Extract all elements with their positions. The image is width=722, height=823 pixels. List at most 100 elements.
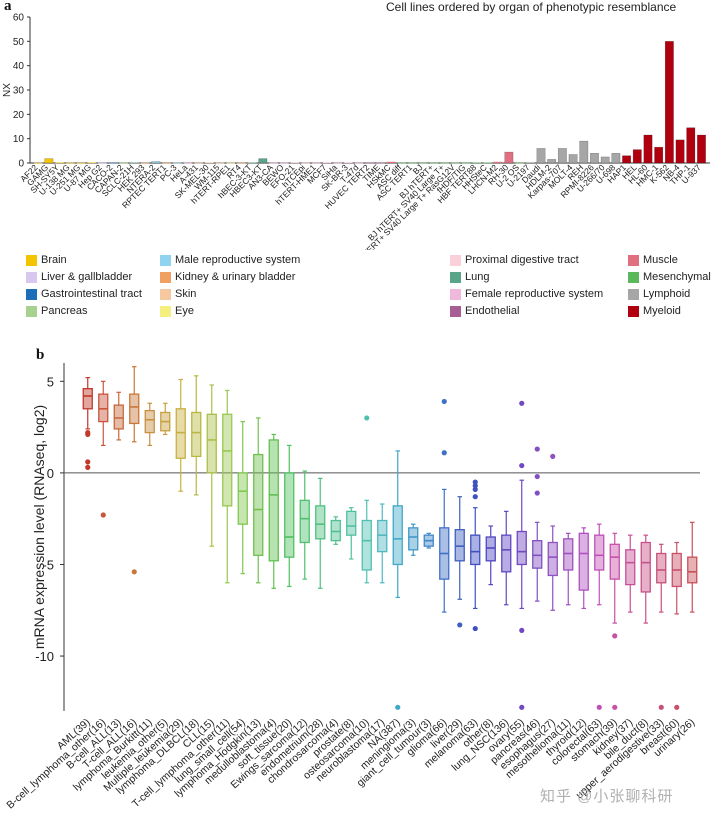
box-group [175,378,186,492]
bar [183,162,193,164]
legend-label: Liver & gallbladder [41,271,133,283]
bar [226,162,235,164]
box [563,538,574,571]
bar [397,162,407,164]
organ-legend: Brain Liver & gallbladder Gastrointestinal… [0,250,722,320]
box-group [578,527,589,610]
box-group [160,402,171,436]
legend-item: Myeloid [628,305,681,317]
box [361,519,372,571]
outlier-point [612,633,618,639]
watermark-text: 知乎 @小张聊科研 [540,788,674,805]
bar [247,162,257,164]
legend-label: Eye [175,305,194,317]
legend-item: Female reproductive system [450,288,603,300]
legend-swatch [628,305,639,317]
box [175,408,186,459]
box-group [361,415,372,584]
box [82,387,93,410]
legend-label: Proximal digestive tract [465,254,579,266]
legend-item: Lymphoid [628,288,690,300]
box [268,439,279,562]
legend-swatch [450,305,461,317]
bar [87,162,96,164]
box-group [392,450,403,710]
box-group [346,507,357,560]
legend-label: Muscle [643,254,678,266]
box-group [129,366,140,575]
box [98,393,109,423]
box-group [640,534,651,624]
y-tick-label-a: 30 [13,86,25,97]
outlier-point [596,704,602,710]
bar [215,162,225,164]
box-group [206,384,217,547]
outlier-point [472,486,478,492]
legend-item: Eye [160,305,194,317]
bar [429,162,439,164]
outlier-point [472,479,478,485]
bar [440,162,449,164]
bar [526,162,535,163]
legend-label: Female reproductive system [465,288,604,300]
outlier-point [472,483,478,489]
bar [611,153,621,164]
outlier-point [85,430,91,436]
outlier-point [519,704,525,710]
box [625,549,636,586]
y-tick-label-a: 40 [13,61,25,72]
legend-swatch [450,271,461,283]
box [237,472,248,525]
bar [258,158,268,164]
bar [686,127,696,164]
bar [387,161,396,163]
box-group [268,433,279,589]
bar [654,146,664,164]
box [578,532,589,591]
legend-swatch [450,288,461,300]
legend-item: Liver & gallbladder [26,271,132,283]
bar [98,162,107,164]
legend-item: Brain [26,254,67,266]
box-group [470,479,481,632]
bar [557,148,567,164]
box-group [547,453,558,611]
box-group [563,532,574,606]
legend-swatch [26,288,37,300]
box-group [516,400,527,710]
bar [461,162,471,164]
y-axis-label-b: mRNA expression level (RNAseq, log2) [31,405,47,649]
outlier-point [100,512,106,518]
box [206,413,217,474]
box [330,519,341,542]
bar [664,41,674,164]
bar [301,162,310,164]
outlier-point [519,627,525,634]
box-group [439,398,450,613]
box-group [237,421,248,575]
bar [119,162,128,164]
box [609,543,620,580]
box [640,541,651,593]
bar [504,151,514,164]
box-group [671,541,682,710]
bar [173,162,182,164]
outlier-point [534,473,540,480]
box [656,552,667,584]
legend-label: Lung [465,271,490,283]
outlier-point [519,400,525,406]
box [113,404,124,430]
legend-swatch [160,305,171,317]
panel-a-label: a [4,0,12,14]
box-group [485,525,496,586]
box [129,393,140,425]
bar [140,162,150,164]
outlier-point [395,704,401,710]
box-group [687,521,698,613]
box [253,453,264,556]
legend-swatch [628,254,639,266]
bar [194,162,203,164]
box [191,411,202,458]
box [392,505,403,566]
box-group [656,543,667,710]
